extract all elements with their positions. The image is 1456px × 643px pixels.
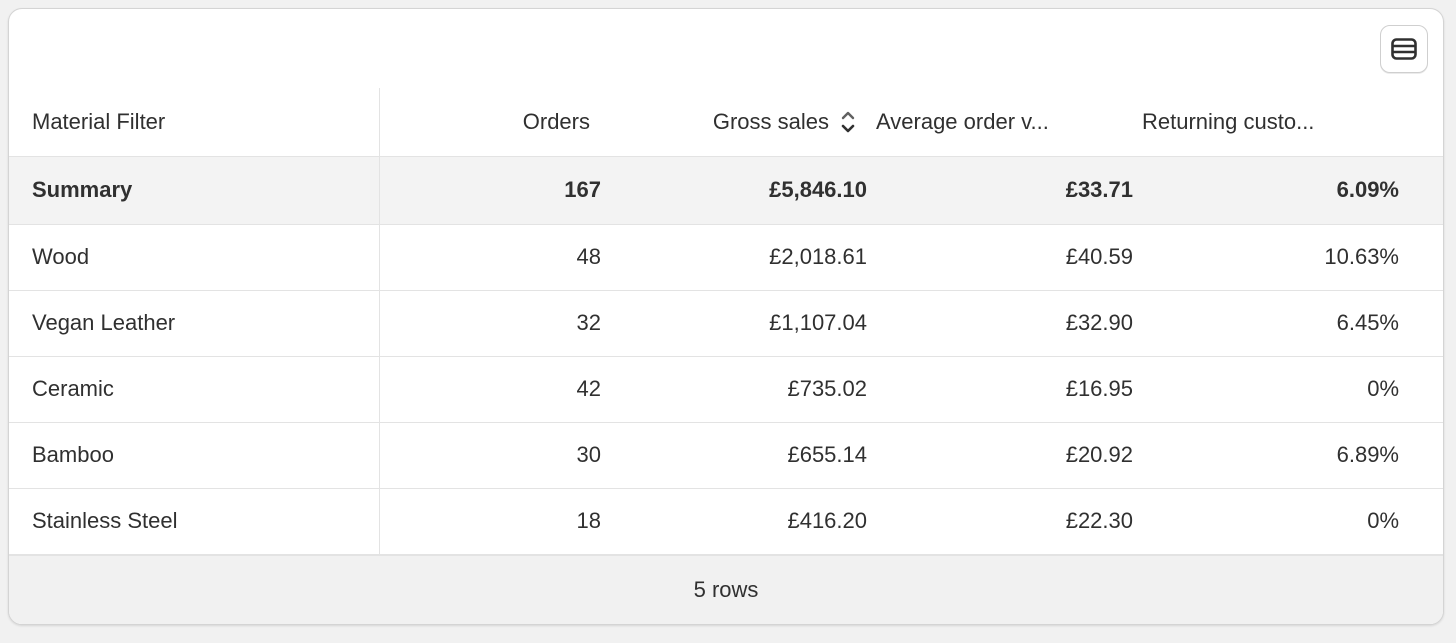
table-row: Ceramic 42 £735.02 £16.95 0%: [9, 356, 1443, 423]
row-count-label: 5 rows: [693, 577, 759, 602]
row-average-order-value: £20.92: [867, 422, 1133, 489]
table-header-row: Material Filter Orders Gross sales Avera…: [9, 88, 1443, 157]
row-orders: 42: [379, 356, 601, 423]
row-material: Vegan Leather: [9, 290, 380, 357]
table-rows-icon: [1391, 38, 1417, 60]
row-returning-customers: 0%: [1133, 356, 1399, 423]
row-average-order-value: £22.30: [867, 488, 1133, 555]
row-spacer: [1399, 290, 1443, 357]
row-gross-sales: £416.20: [601, 488, 867, 555]
row-material: Stainless Steel: [9, 488, 380, 555]
column-header-returning-customers[interactable]: Returning custo...: [1133, 88, 1399, 157]
row-spacer: [1399, 356, 1443, 423]
summary-orders: 167: [379, 156, 601, 225]
row-orders: 30: [379, 422, 601, 489]
row-average-order-value: £16.95: [867, 356, 1133, 423]
summary-spacer: [1399, 156, 1443, 225]
table-row: Vegan Leather 32 £1,107.04 £32.90 6.45%: [9, 290, 1443, 357]
row-orders: 18: [379, 488, 601, 555]
table-view-button[interactable]: [1380, 25, 1428, 73]
summary-row: Summary 167 £5,846.10 £33.71 6.09%: [9, 156, 1443, 225]
summary-label: Summary: [9, 156, 380, 225]
row-gross-sales: £735.02: [601, 356, 867, 423]
report-card: Material Filter Orders Gross sales Avera…: [8, 8, 1444, 625]
column-header-orders[interactable]: Orders: [379, 88, 601, 157]
row-orders: 32: [379, 290, 601, 357]
row-gross-sales: £655.14: [601, 422, 867, 489]
summary-gross-sales: £5,846.10: [601, 156, 867, 225]
row-gross-sales: £2,018.61: [601, 224, 867, 291]
row-gross-sales: £1,107.04: [601, 290, 867, 357]
row-spacer: [1399, 224, 1443, 291]
sales-table: Material Filter Orders Gross sales Avera…: [9, 88, 1443, 555]
column-header-gross-sales[interactable]: Gross sales: [601, 88, 867, 157]
row-returning-customers: 6.89%: [1133, 422, 1399, 489]
summary-returning-customers: 6.09%: [1133, 156, 1399, 225]
column-header-spacer: [1399, 88, 1443, 157]
row-returning-customers: 0%: [1133, 488, 1399, 555]
column-header-material-filter[interactable]: Material Filter: [9, 88, 380, 157]
row-returning-customers: 10.63%: [1133, 224, 1399, 291]
column-header-gross-sales-label: Gross sales: [712, 108, 829, 134]
row-orders: 48: [379, 224, 601, 291]
row-average-order-value: £32.90: [867, 290, 1133, 357]
table-footer: 5 rows: [9, 555, 1443, 624]
sort-up-down-icon[interactable]: [839, 108, 857, 136]
table-row: Stainless Steel 18 £416.20 £22.30 0%: [9, 488, 1443, 555]
table-toolbar: [9, 9, 1443, 89]
table-row: Wood 48 £2,018.61 £40.59 10.63%: [9, 224, 1443, 291]
table-row: Bamboo 30 £655.14 £20.92 6.89%: [9, 422, 1443, 489]
row-material: Wood: [9, 224, 380, 291]
row-returning-customers: 6.45%: [1133, 290, 1399, 357]
row-spacer: [1399, 422, 1443, 489]
row-spacer: [1399, 488, 1443, 555]
row-material: Bamboo: [9, 422, 380, 489]
summary-average-order-value: £33.71: [867, 156, 1133, 225]
column-header-average-order-value[interactable]: Average order v...: [867, 88, 1133, 157]
row-average-order-value: £40.59: [867, 224, 1133, 291]
row-material: Ceramic: [9, 356, 380, 423]
